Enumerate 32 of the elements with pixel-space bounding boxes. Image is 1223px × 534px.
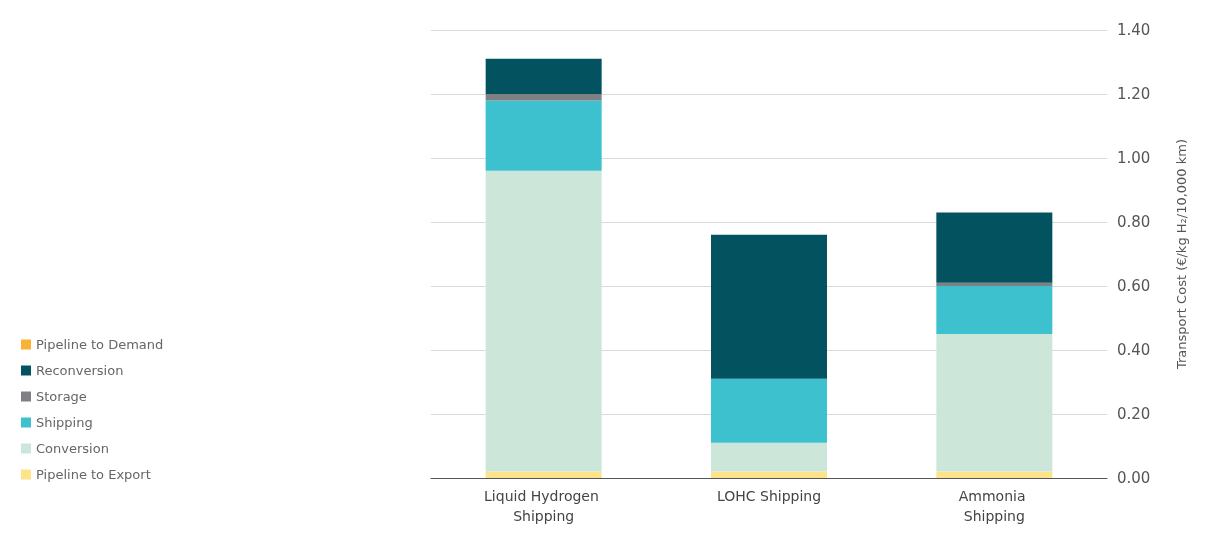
x-tick-label: Liquid Hydrogen Shipping <box>484 488 604 524</box>
y-tick-label: 0.00 <box>1117 469 1151 487</box>
legend-label: Pipeline to Demand <box>36 337 164 352</box>
legend-label: Storage <box>36 389 87 404</box>
bar <box>485 170 602 472</box>
bar <box>485 471 602 478</box>
legend-label: Pipeline to Export <box>36 467 151 482</box>
bar <box>936 334 1053 472</box>
bar <box>936 282 1053 286</box>
bar <box>711 442 827 472</box>
y-tick-label: 1.40 <box>1117 21 1151 39</box>
y-tick-label: 1.20 <box>1117 85 1151 103</box>
y-axis-title: Transport Cost (€/kg H₂/10,000 km) <box>1174 138 1189 371</box>
bar <box>485 100 602 171</box>
bar <box>711 378 827 443</box>
bar <box>485 94 602 101</box>
y-tick-label: 0.80 <box>1117 213 1151 231</box>
legend-label: Conversion <box>36 441 109 456</box>
y-tick-label: 1.00 <box>1117 149 1151 167</box>
x-tick-label: LOHC Shipping <box>716 488 822 504</box>
bar <box>936 471 1053 478</box>
legend-label: Reconversion <box>36 363 124 378</box>
bar <box>936 212 1053 283</box>
y-tick-label: 0.20 <box>1117 405 1151 423</box>
y-tick-label: 0.60 <box>1117 277 1151 295</box>
bar <box>936 286 1053 334</box>
bar <box>711 471 827 478</box>
x-tick-label: Ammonia Shipping <box>958 488 1030 524</box>
legend-label: Shipping <box>36 415 93 430</box>
bar <box>485 58 602 94</box>
y-tick-label: 0.40 <box>1117 341 1151 359</box>
bar <box>711 234 827 379</box>
